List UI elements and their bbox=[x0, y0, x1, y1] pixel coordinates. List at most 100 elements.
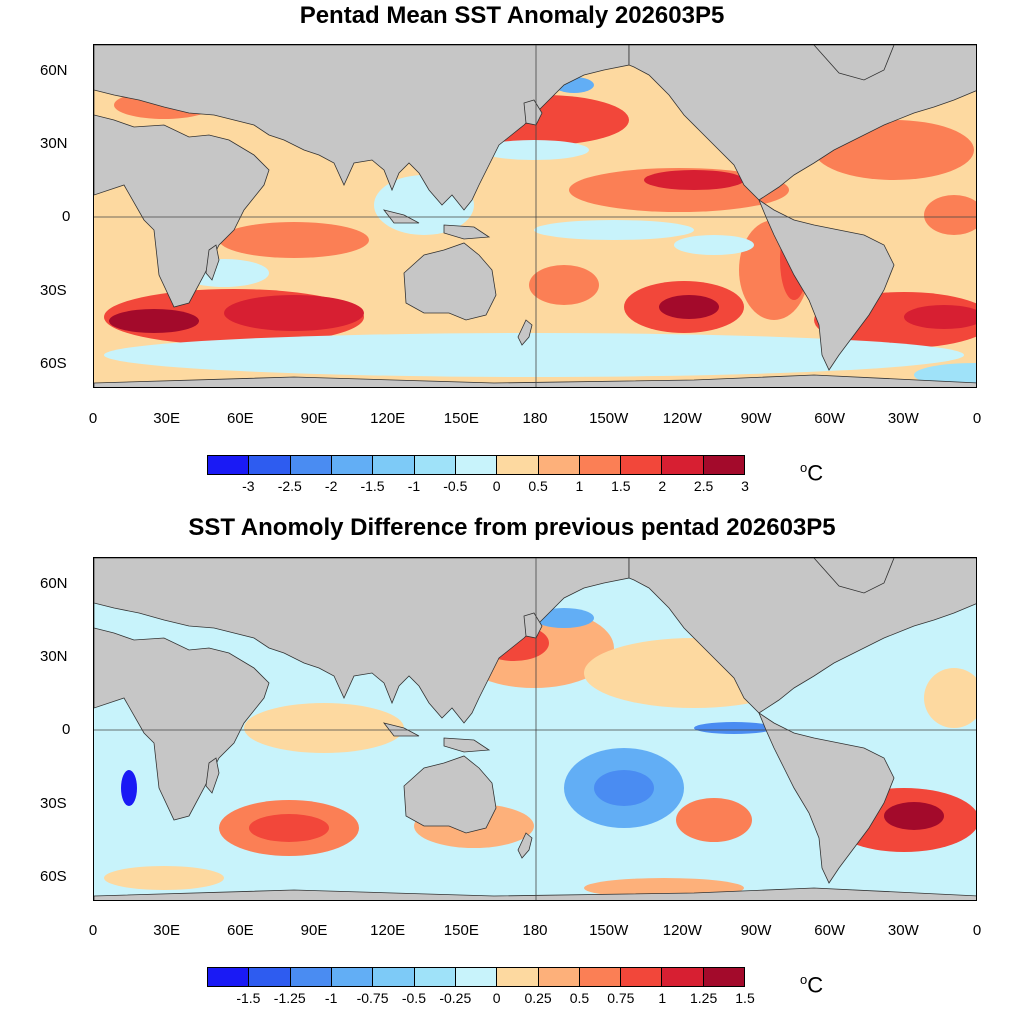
lon-tick-label: 0 bbox=[972, 410, 982, 427]
colorbar-label: 0.5 bbox=[569, 990, 590, 1006]
map1-land bbox=[94, 45, 976, 387]
colorbar-label: 0.25 bbox=[524, 990, 552, 1006]
colorbar-segment bbox=[579, 968, 622, 986]
map1-lat-label: 60N bbox=[40, 62, 68, 79]
lon-tick-label: 0 bbox=[88, 922, 98, 939]
map2-lat-label: 30N bbox=[40, 648, 68, 665]
lon-tick-label: 90W bbox=[740, 410, 772, 427]
lon-tick-label: 120W bbox=[662, 922, 702, 939]
colorbar-segment bbox=[497, 968, 539, 986]
colorbar-segment bbox=[703, 456, 745, 474]
colorbar-label: 0.5 bbox=[528, 478, 548, 494]
lon-tick-label: 30W bbox=[887, 410, 919, 427]
colorbar-segment bbox=[208, 456, 250, 474]
colorbar-segment bbox=[290, 456, 332, 474]
colorbar-label: -0.75 bbox=[356, 990, 389, 1006]
lon-tick-label: 90E bbox=[300, 922, 328, 939]
colorbar-label: -0.5 bbox=[443, 478, 468, 494]
colorbar-segment bbox=[703, 968, 745, 986]
map1-title: Pentad Mean SST Anomaly 202603P5 bbox=[299, 2, 725, 29]
map2-lat-label: 0 bbox=[62, 721, 71, 738]
lon-tick-label: 30W bbox=[887, 922, 919, 939]
colorbar-label: -0.25 bbox=[439, 990, 472, 1006]
lon-tick-label: 120W bbox=[662, 410, 702, 427]
colorbar-segment bbox=[373, 968, 415, 986]
colorbar-label: -3 bbox=[242, 478, 255, 494]
map1-panel bbox=[93, 44, 977, 388]
unit-label: C bbox=[807, 460, 824, 486]
colorbar-segment bbox=[621, 456, 663, 474]
colorbar-label: 3 bbox=[741, 478, 749, 494]
lon-tick-label: 90E bbox=[300, 410, 328, 427]
colorbar-segment bbox=[455, 968, 498, 986]
colorbar-segment bbox=[373, 456, 415, 474]
colorbar-segment bbox=[497, 456, 539, 474]
colorbar-segment bbox=[414, 456, 456, 474]
colorbar-label: 0.75 bbox=[607, 990, 635, 1006]
degree-symbol: o bbox=[800, 460, 808, 475]
colorbar-segment bbox=[414, 968, 456, 986]
map2-title: SST Anomoly Difference from previous pen… bbox=[188, 514, 836, 541]
colorbar-segment bbox=[538, 968, 580, 986]
colorbar-label: 0 bbox=[492, 990, 501, 1006]
lon-tick-label: 120E bbox=[370, 410, 406, 427]
lon-tick-label: 0 bbox=[88, 410, 98, 427]
lon-tick-label: 150E bbox=[443, 410, 479, 427]
lon-tick-label: 150E bbox=[443, 922, 479, 939]
lon-tick-label: 60W bbox=[814, 410, 846, 427]
colorbar-label: -1 bbox=[324, 990, 338, 1006]
colorbar-segment bbox=[538, 456, 580, 474]
map2-colorbar bbox=[207, 967, 745, 987]
colorbar-segment bbox=[290, 968, 332, 986]
map2-lat-label: 30S bbox=[40, 795, 67, 812]
lon-tick-label: 180 bbox=[522, 410, 548, 427]
colorbar-label: 2.5 bbox=[693, 478, 714, 494]
map2-lat-label: 60S bbox=[40, 868, 67, 885]
colorbar-label: 1.25 bbox=[689, 990, 718, 1006]
colorbar-segment bbox=[455, 456, 498, 474]
colorbar-segment bbox=[662, 968, 704, 986]
map2-panel bbox=[93, 557, 977, 901]
colorbar-segment bbox=[662, 456, 704, 474]
lon-tick-label: 30E bbox=[153, 922, 181, 939]
colorbar-label: 1 bbox=[658, 990, 667, 1006]
unit-label: C bbox=[807, 972, 824, 998]
colorbar-segment bbox=[621, 968, 663, 986]
lon-tick-label: 60E bbox=[226, 410, 254, 427]
colorbar-label: -1.5 bbox=[236, 990, 261, 1006]
colorbar-label: -1.25 bbox=[273, 990, 306, 1006]
lon-tick-label: 120E bbox=[370, 922, 406, 939]
colorbar-label: -1 bbox=[407, 478, 421, 494]
lon-tick-label: 0 bbox=[972, 922, 982, 939]
degree-symbol: o bbox=[800, 972, 808, 987]
map1-field bbox=[94, 45, 976, 387]
lon-tick-label: 60E bbox=[226, 922, 254, 939]
colorbar-label: 2 bbox=[658, 478, 667, 494]
map2-field bbox=[94, 558, 976, 900]
colorbar-label: 1.5 bbox=[611, 478, 631, 494]
map1-lat-label: 30N bbox=[40, 135, 68, 152]
colorbar-segment bbox=[249, 456, 291, 474]
colorbar-label: -2 bbox=[324, 478, 338, 494]
lon-tick-label: 90W bbox=[740, 922, 772, 939]
lon-tick-label: 30E bbox=[153, 410, 181, 427]
colorbar-label: -2.5 bbox=[277, 478, 302, 494]
map2-land bbox=[94, 558, 976, 900]
colorbar-label: 1 bbox=[575, 478, 584, 494]
map1-lat-label: 30S bbox=[40, 282, 67, 299]
map2-unit: oC bbox=[800, 972, 823, 998]
colorbar-label: -1.5 bbox=[360, 478, 385, 494]
lon-tick-label: 60W bbox=[814, 922, 846, 939]
lon-tick-label: 150W bbox=[589, 922, 629, 939]
map1-colorbar bbox=[207, 455, 745, 475]
colorbar-segment bbox=[249, 968, 291, 986]
colorbar-segment bbox=[331, 456, 374, 474]
map1-unit: oC bbox=[800, 460, 823, 486]
map1-lat-label: 0 bbox=[62, 208, 71, 225]
colorbar-label: 0 bbox=[492, 478, 501, 494]
map1-lat-label: 60S bbox=[40, 355, 67, 372]
colorbar-segment bbox=[579, 456, 622, 474]
lon-tick-label: 180 bbox=[522, 922, 548, 939]
lon-tick-label: 150W bbox=[589, 410, 629, 427]
colorbar-segment bbox=[331, 968, 374, 986]
